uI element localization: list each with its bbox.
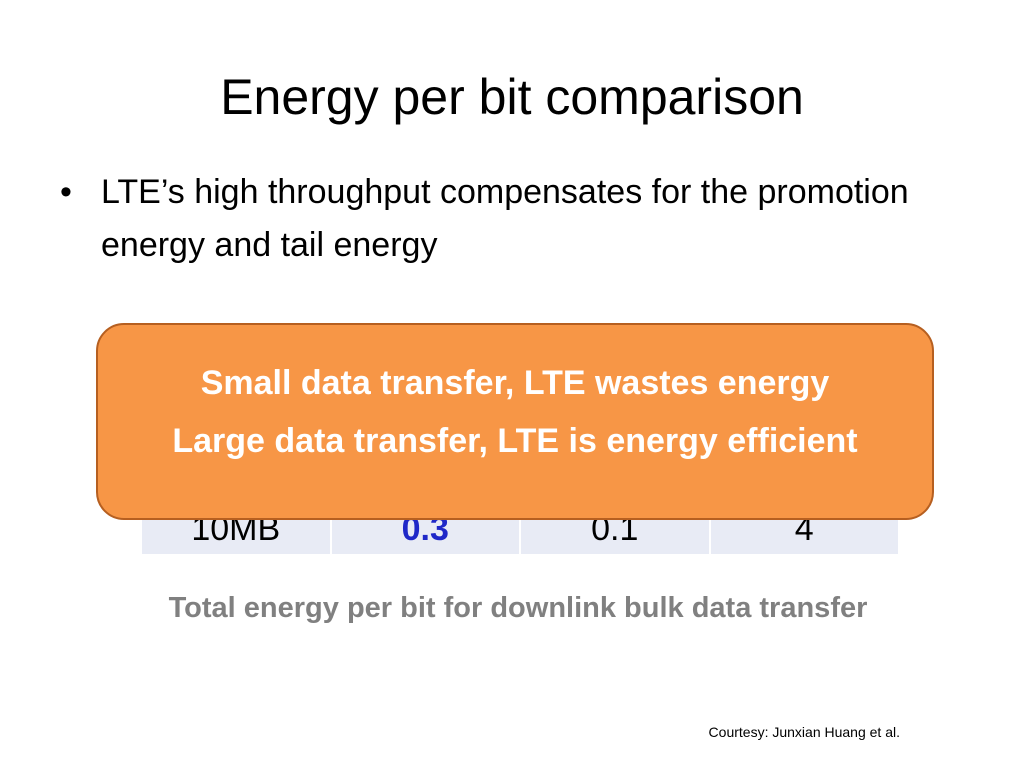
table-caption: Total energy per bit for downlink bulk d… bbox=[168, 592, 868, 624]
courtesy-footnote: Courtesy: Junxian Huang et al. bbox=[708, 724, 900, 740]
callout-box: Small data transfer, LTE wastes energy L… bbox=[96, 323, 934, 520]
bullet-list: • LTE’s high throughput compensates for … bbox=[58, 166, 958, 272]
bullet-item: • LTE’s high throughput compensates for … bbox=[58, 166, 958, 272]
callout-line-large-transfer: Large data transfer, LTE is energy effic… bbox=[172, 422, 858, 460]
bullet-text: LTE’s high throughput compensates for th… bbox=[101, 173, 909, 264]
callout-line-small-transfer: Small data transfer, LTE wastes energy bbox=[200, 364, 830, 402]
bullet-icon: • bbox=[60, 173, 72, 211]
slide-title: Energy per bit comparison bbox=[220, 69, 804, 125]
